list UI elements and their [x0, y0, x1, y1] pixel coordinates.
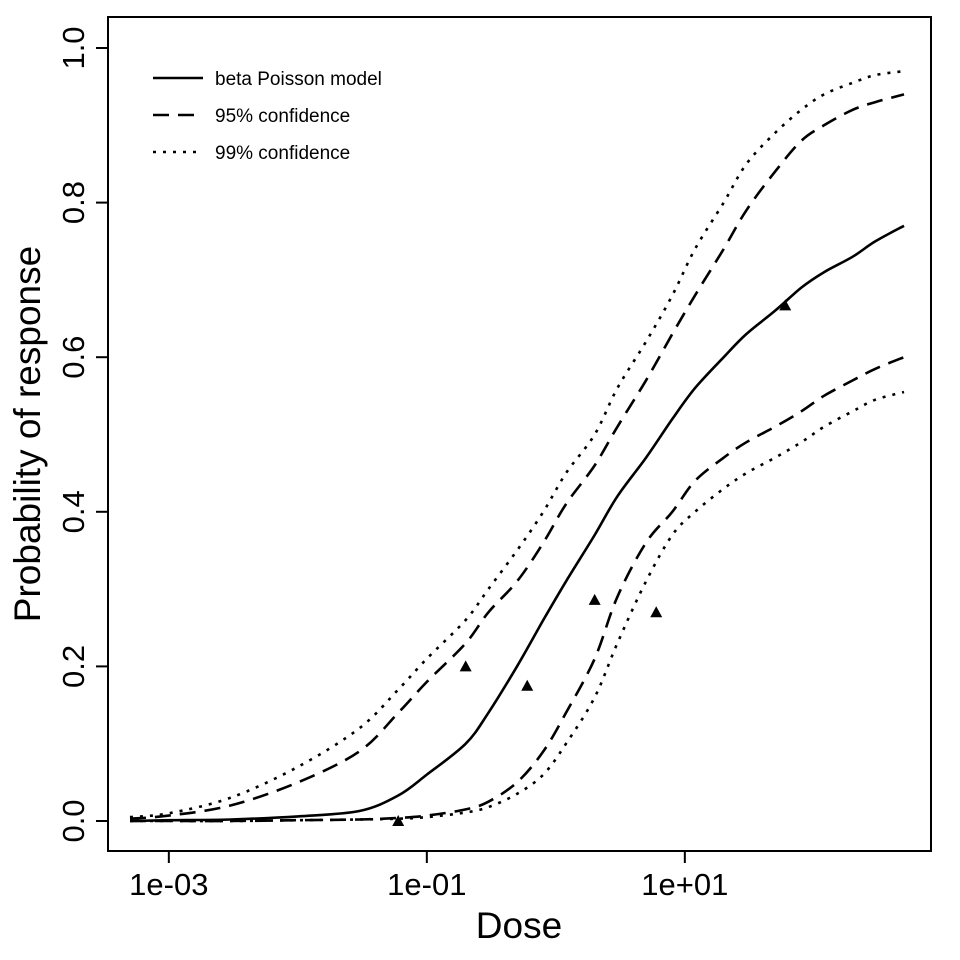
points-layer [392, 299, 792, 826]
series-95-upper [129, 93, 905, 820]
data-point [650, 606, 663, 618]
x-tick-label: 1e-03 [129, 867, 208, 902]
series-99-upper [129, 69, 905, 819]
series-95-lower [130, 355, 905, 823]
series-99-lower [130, 390, 905, 823]
y-tick-label: 0.2 [56, 645, 91, 688]
data-point [779, 299, 792, 311]
legend-label: 95% confidence [215, 106, 350, 127]
y-tick-label: 0.6 [56, 336, 91, 379]
y-axis-title: Probability of response [7, 246, 48, 622]
y-tick-label: 0.4 [56, 490, 91, 533]
x-axis-title: Dose [476, 905, 562, 946]
series-beta-poisson-model [129, 224, 905, 823]
y-tick-label: 0.0 [56, 799, 91, 842]
series-layer [129, 69, 905, 823]
x-tick-label: 1e-01 [387, 867, 466, 902]
legend-label: beta Poisson model [215, 69, 382, 90]
data-point [588, 593, 601, 605]
data-point [521, 679, 534, 691]
x-axis: 1e-03 1e-01 1e+01 [129, 850, 728, 902]
legend: beta Poisson model 95% confidence 99% conf… [153, 69, 382, 164]
data-point [459, 660, 472, 672]
x-tick-label: 1e+01 [641, 867, 728, 902]
y-tick-label: 1.0 [56, 26, 91, 69]
data-point [392, 815, 405, 826]
y-tick-label: 0.8 [56, 181, 91, 224]
y-axis: 0.0 0.2 0.4 0.6 0.8 1.0 [56, 26, 109, 843]
legend-label: 99% confidence [215, 143, 350, 164]
